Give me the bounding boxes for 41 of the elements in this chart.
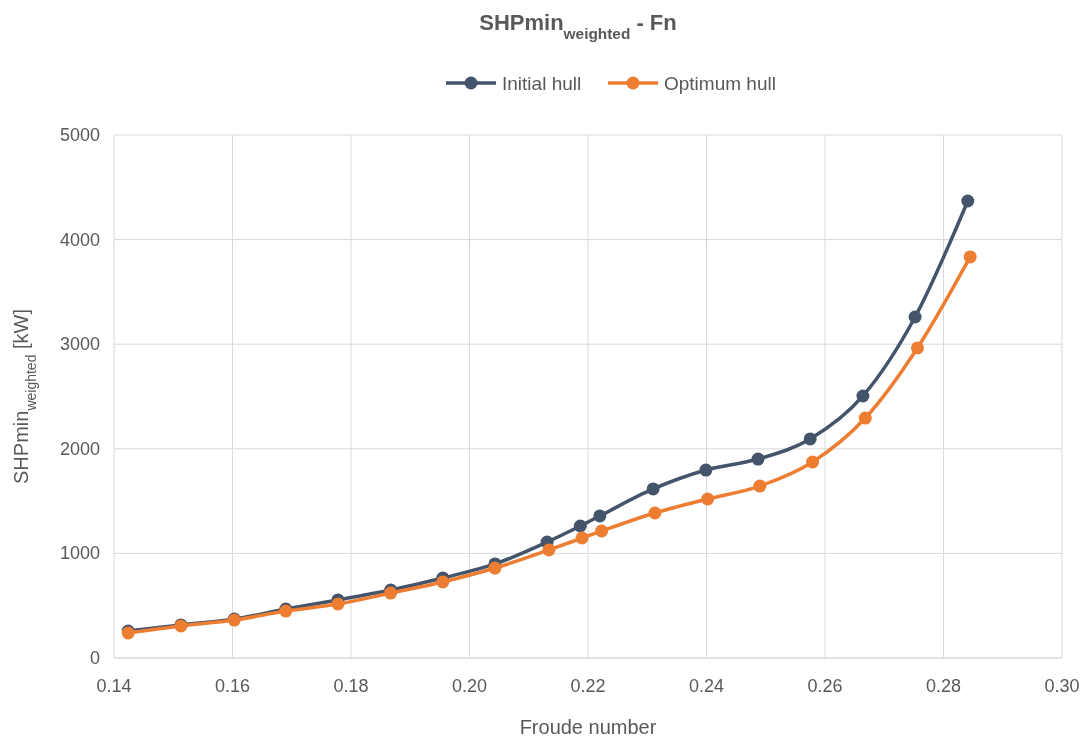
- legend-label: Initial hull: [502, 73, 582, 94]
- point: [961, 194, 975, 208]
- point: [701, 492, 715, 506]
- x-tick-label: 0.20: [451, 676, 488, 696]
- x-tick-label: 0.18: [333, 676, 369, 696]
- x-tick-label: 0.14: [96, 676, 132, 696]
- point: [803, 432, 817, 446]
- point: [595, 524, 609, 538]
- point: [963, 250, 977, 264]
- point: [575, 531, 589, 545]
- x-tick-label: 0.22: [570, 676, 606, 696]
- point: [488, 561, 502, 575]
- point: [593, 509, 607, 523]
- point: [542, 543, 556, 557]
- x-tick-label: 0.28: [925, 676, 962, 696]
- point: [648, 506, 662, 520]
- point: [910, 341, 924, 355]
- point: [753, 479, 767, 493]
- point: [806, 455, 820, 469]
- y-tick-label: 4000: [59, 229, 100, 250]
- point: [436, 575, 450, 589]
- y-tick-label: 2000: [59, 438, 100, 459]
- point: [646, 482, 660, 496]
- x-axis-title: Froude number: [519, 716, 657, 738]
- y-tick-label: 5000: [59, 125, 100, 145]
- x-tick-label: 0.26: [807, 676, 843, 696]
- x-tick-label: 0.16: [214, 676, 251, 696]
- point: [858, 411, 872, 425]
- point: [331, 597, 345, 611]
- point: [699, 463, 713, 477]
- point: [751, 452, 765, 466]
- point: [908, 310, 922, 324]
- legend-label: Optimum hull: [664, 73, 776, 94]
- y-tick-label: 0: [89, 648, 100, 668]
- y-tick-label: 3000: [59, 334, 100, 355]
- x-tick-label: 0.30: [1044, 676, 1080, 696]
- chart-title: SHPmin$_{weighted}$ - Fn: [479, 10, 677, 42]
- point: [856, 389, 870, 403]
- point: [573, 519, 587, 533]
- y-tick-label: 1000: [59, 543, 100, 564]
- x-tick-label: 0.24: [688, 676, 725, 696]
